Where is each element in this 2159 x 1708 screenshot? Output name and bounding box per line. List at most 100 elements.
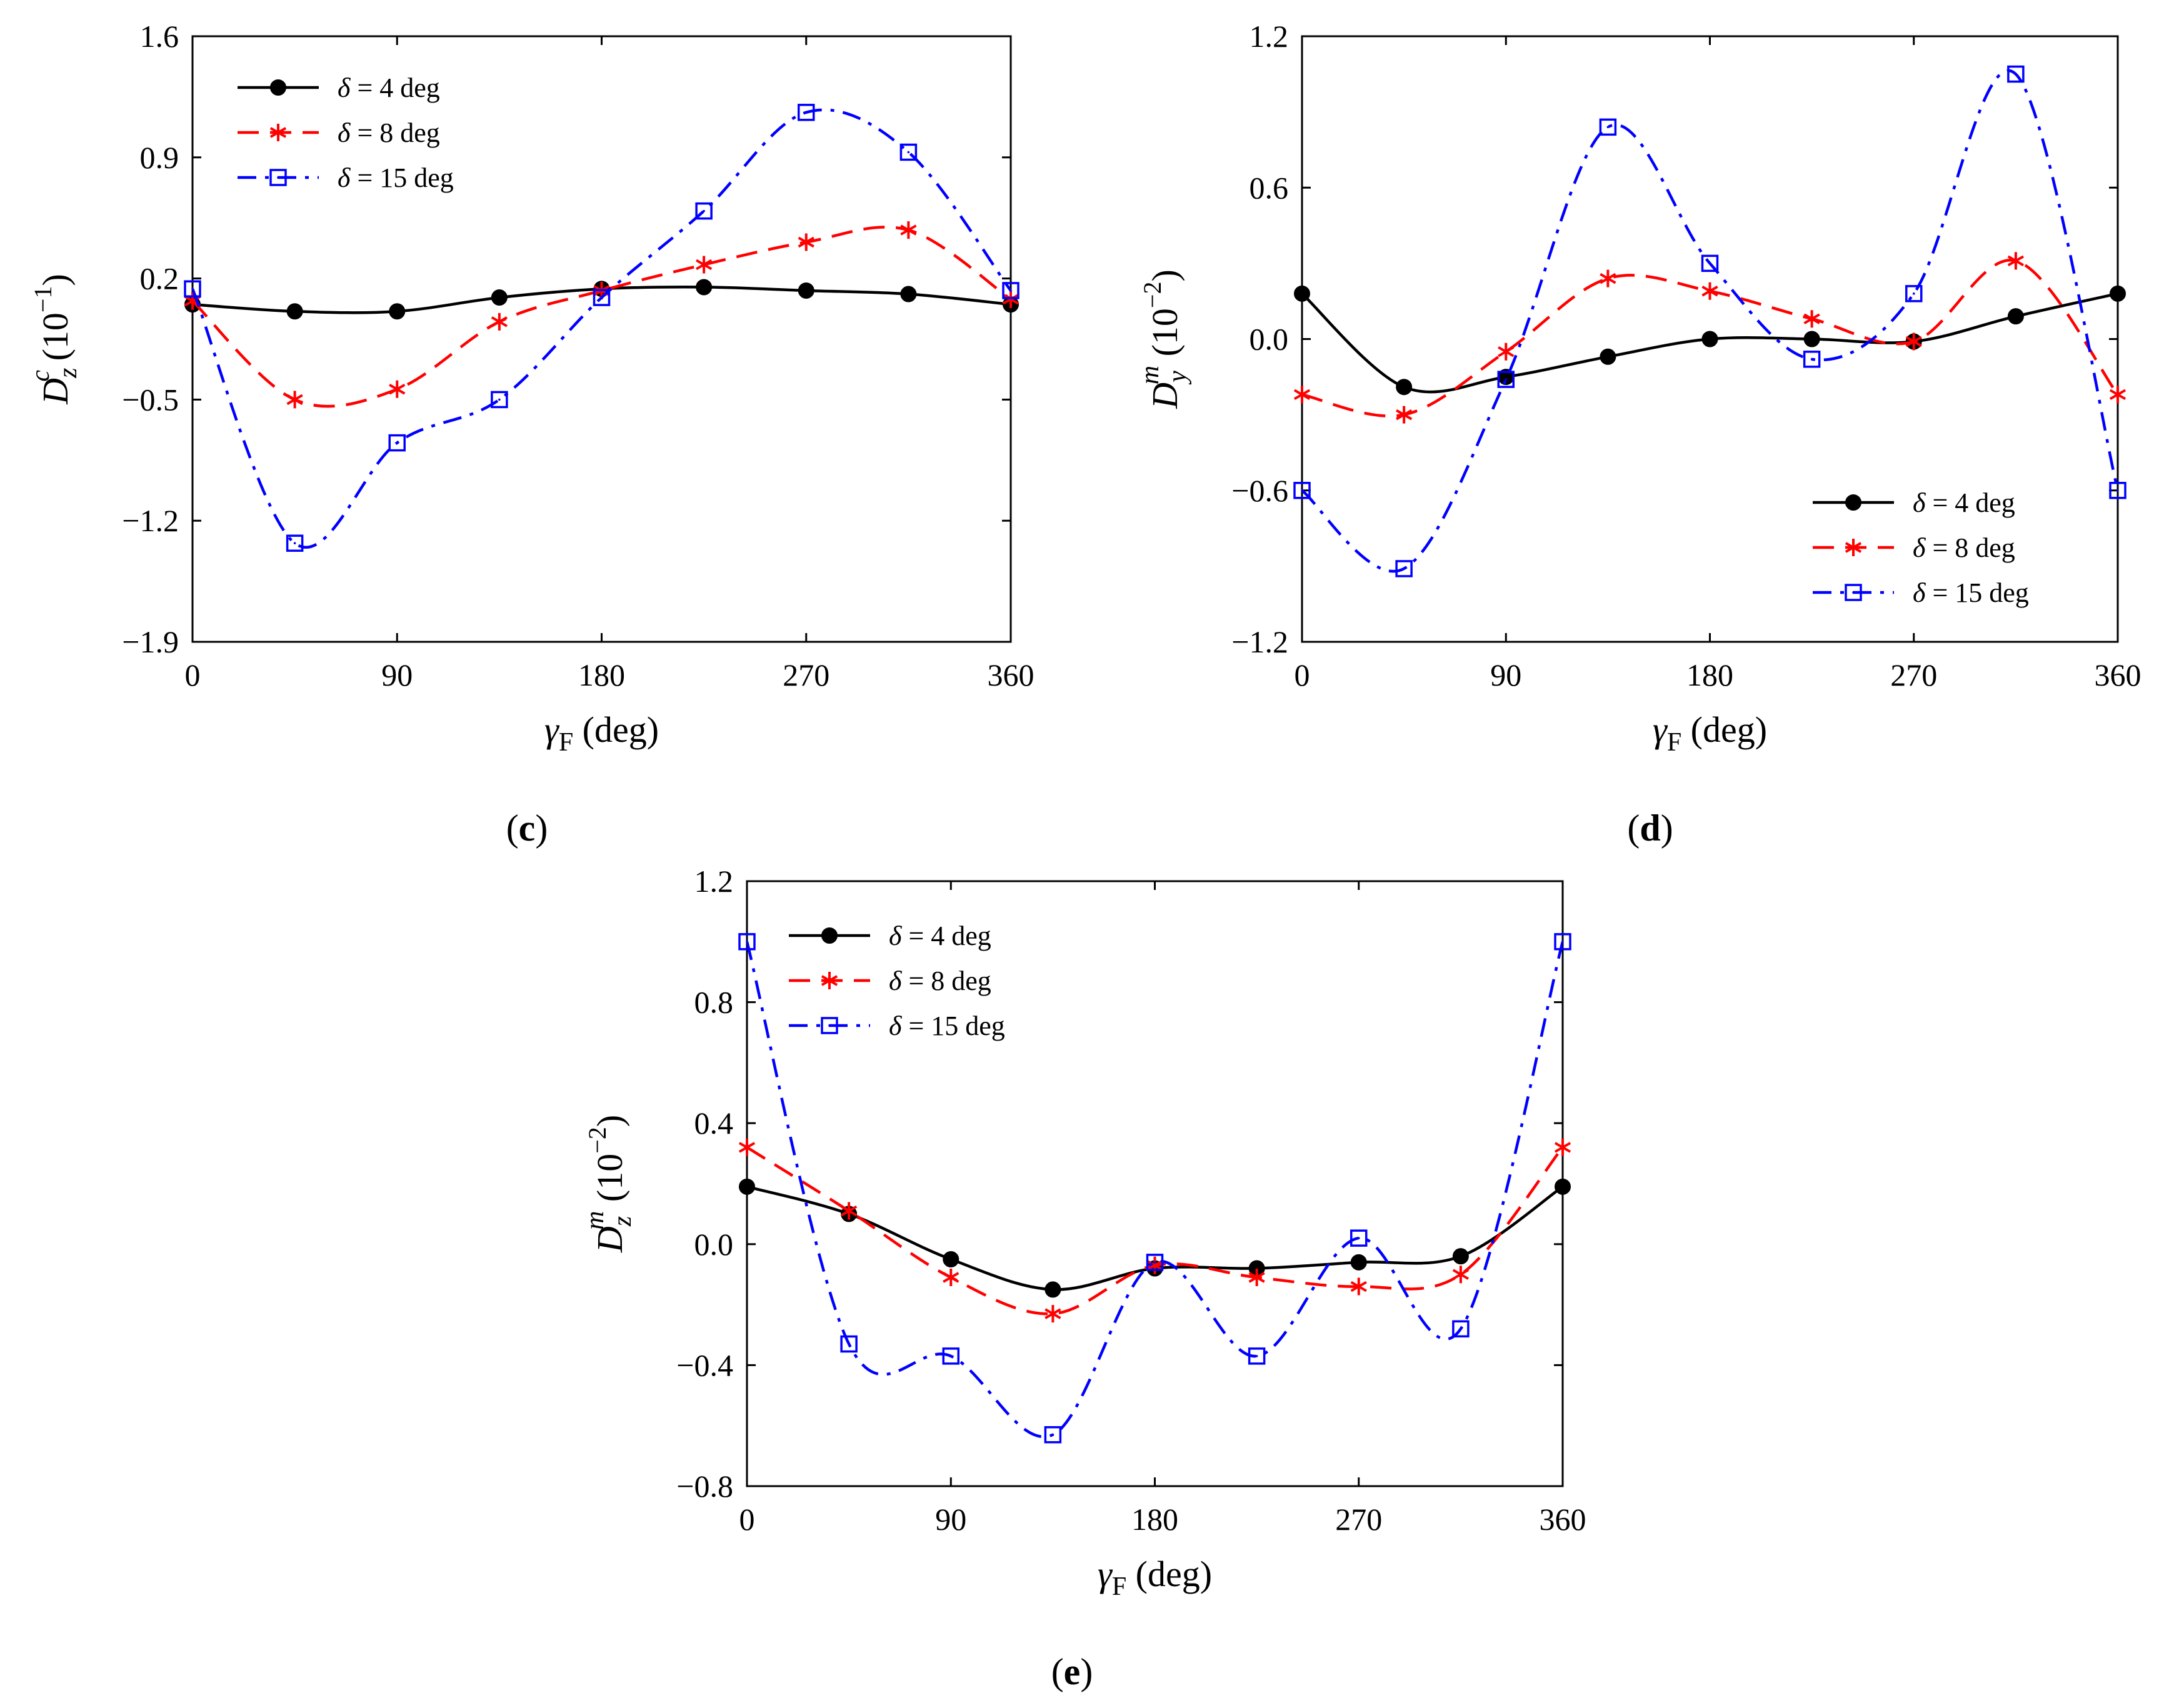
- data-point-s0-x180: [1701, 331, 1718, 347]
- data-point-s2-x45: [1395, 560, 1413, 577]
- data-point-s1-x225: [1248, 1269, 1265, 1287]
- data-point-s1-x90: [943, 1269, 959, 1287]
- y-tick-label: −1.2: [122, 503, 179, 538]
- axes-frame: [191, 35, 1012, 643]
- data-point-s1-x180: [1701, 282, 1718, 300]
- y-tick-label: 0.0: [1250, 322, 1289, 357]
- data-point-s1-x135: [1044, 1305, 1061, 1323]
- legend-entry: δ = 4 deg: [338, 72, 440, 103]
- y-tick-label: −0.8: [676, 1469, 733, 1504]
- data-point-s1-x135: [491, 312, 508, 331]
- legend: δ = 4 deg δ = 8 deg δ = 15 deg: [789, 921, 1005, 1041]
- x-tick-label: 0: [1295, 657, 1310, 692]
- data-point-s0-x315: [900, 286, 917, 302]
- x-tick-label: 90: [935, 1502, 966, 1537]
- legend-entry: δ = 8 deg: [338, 117, 440, 148]
- y-tick-label: 1.2: [694, 864, 734, 899]
- data-point-s1-x45: [1396, 406, 1413, 424]
- legend-entry: δ = 4 deg: [1913, 487, 2015, 518]
- y-tick-label: −0.4: [676, 1347, 733, 1382]
- data-point-s1-x225: [1803, 310, 1820, 328]
- data-point-s2-x135: [1599, 118, 1617, 136]
- data-point-s1-x45: [841, 1202, 858, 1220]
- panel-label: (e): [1051, 1651, 1093, 1692]
- y-axis-label: Dzc (10−1): [26, 274, 83, 405]
- data-point-s0-x360: [2110, 285, 2126, 302]
- data-point-s0-x90: [943, 1251, 959, 1267]
- x-tick-label: 90: [381, 657, 413, 692]
- y-tick-label: −1.2: [1231, 624, 1288, 659]
- data-point-s2-x315: [2007, 65, 2025, 83]
- data-point-s2-x270: [1350, 1229, 1368, 1247]
- data-point-s0-x315: [2007, 308, 2024, 325]
- y-tick-label: 0.6: [1250, 170, 1289, 205]
- data-point-s2-x0: [1293, 482, 1311, 499]
- data-point-s2-x360: [1002, 282, 1019, 299]
- data-point-s1-x360: [1554, 1138, 1571, 1156]
- data-point-s1-x360: [1002, 290, 1019, 308]
- data-point-s0-x270: [798, 282, 814, 299]
- data-point-s2-x180: [1146, 1254, 1164, 1271]
- legend-marker: [821, 972, 838, 989]
- data-point-s1-x225: [696, 256, 713, 274]
- y-axis-label: Dym (10−2): [1136, 269, 1192, 409]
- data-point-s2-x180: [1701, 254, 1719, 272]
- y-tick-label: −1.9: [122, 624, 179, 659]
- data-point-s0-x45: [1396, 379, 1413, 396]
- data-point-s2-x315: [1452, 1320, 1470, 1338]
- legend-marker: [1845, 584, 1862, 601]
- legend-entry: δ = 8 deg: [889, 966, 991, 996]
- data-point-s2-x90: [1497, 371, 1515, 388]
- legend-marker: [269, 124, 287, 141]
- data-point-s2-x180: [593, 289, 611, 306]
- data-point-s2-x225: [1803, 351, 1821, 368]
- data-point-s0-x135: [491, 289, 508, 306]
- data-point-s1-x180: [1146, 1256, 1163, 1274]
- data-point-s0-x270: [1350, 1254, 1367, 1271]
- y-axis-label: Dzm (10−2): [581, 1115, 637, 1253]
- data-point-s0-x0: [1294, 285, 1310, 302]
- series-line-1: [193, 226, 1011, 408]
- y-tick-label: 1.2: [1250, 19, 1289, 54]
- data-point-s1-x135: [1600, 269, 1616, 287]
- data-point-s1-x90: [389, 380, 406, 398]
- data-point-s2-x90: [942, 1347, 959, 1365]
- y-tick-label: 0.8: [694, 985, 734, 1020]
- data-point-s1-x90: [1498, 342, 1515, 361]
- data-point-s1-x45: [286, 391, 303, 409]
- panel-c-chart: 0 90 180 270 360 −1.9 −1.2 −0.5 0.2 0.9 1.6 γF (deg…: [26, 19, 1034, 849]
- legend-marker: [269, 169, 287, 186]
- series-line-2: [747, 941, 1563, 1438]
- x-axis-label: γF (deg): [1098, 1554, 1212, 1601]
- series-line-2: [193, 108, 1011, 549]
- data-point-s0-x0: [739, 1178, 755, 1195]
- data-point-s0-x135: [1044, 1281, 1061, 1298]
- data-point-s2-x270: [1905, 285, 1923, 302]
- legend-marker: [821, 1017, 838, 1034]
- panel-label: (d): [1627, 807, 1673, 849]
- y-tick-label: −0.5: [122, 382, 179, 417]
- y-tick-label: 0.4: [694, 1106, 734, 1141]
- x-axis-label: γF (deg): [544, 709, 659, 757]
- data-point-s2-x45: [840, 1335, 858, 1353]
- legend: δ = 4 deg δ = 8 deg δ = 15 deg: [1813, 487, 2029, 608]
- data-point-s1-x360: [2109, 386, 2126, 404]
- data-point-s0-x225: [1803, 331, 1820, 347]
- x-tick-label: 360: [988, 657, 1034, 692]
- legend-entry: δ = 8 deg: [1913, 532, 2015, 563]
- y-tick-label: 0.0: [694, 1227, 734, 1262]
- series-line-1: [747, 1146, 1563, 1316]
- data-point-s2-x45: [286, 534, 304, 552]
- x-tick-label: 0: [185, 657, 201, 692]
- data-point-s2-x0: [738, 933, 756, 951]
- data-point-s2-x225: [695, 202, 713, 220]
- data-point-s1-x270: [1350, 1277, 1367, 1296]
- legend-marker: [1845, 539, 1862, 556]
- legend-entry: δ = 15 deg: [338, 162, 454, 193]
- panel-d-chart: 0 90 180 270 360 −1.2 −0.6 0.0 0.6 1.2 γF (deg) Dym…: [1136, 19, 2141, 849]
- y-tick-label: 0.2: [140, 261, 179, 296]
- x-tick-label: 360: [1540, 1502, 1586, 1537]
- data-point-s1-x270: [798, 233, 814, 251]
